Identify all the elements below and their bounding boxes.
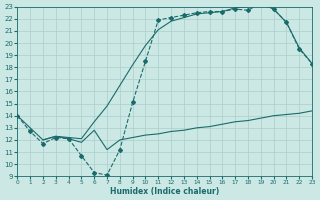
- X-axis label: Humidex (Indice chaleur): Humidex (Indice chaleur): [110, 187, 219, 196]
